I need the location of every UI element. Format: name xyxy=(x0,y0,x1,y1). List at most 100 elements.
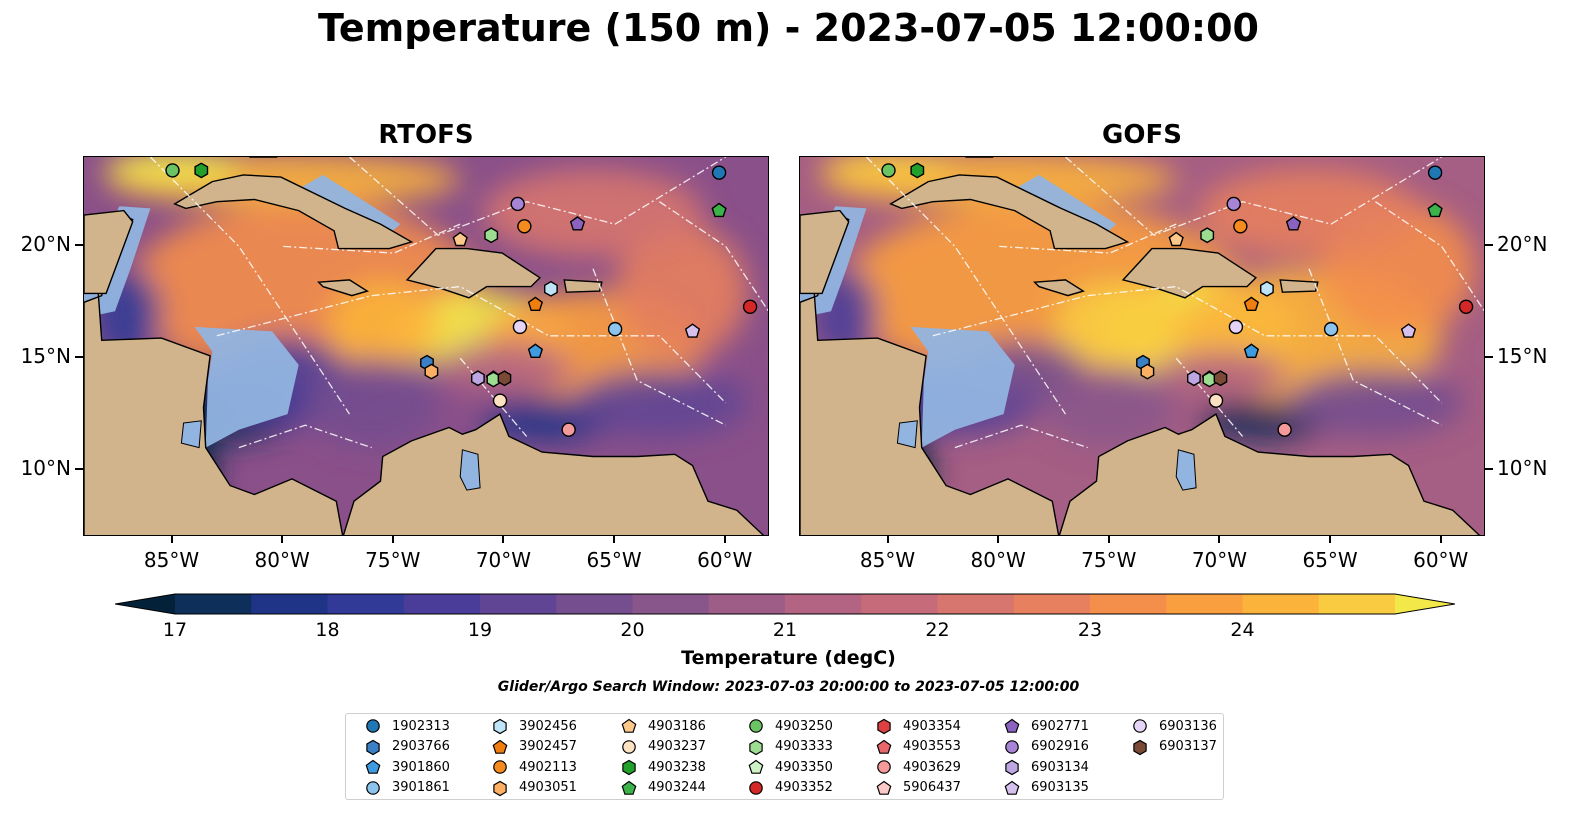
float-marker-1902313 xyxy=(1427,165,1443,180)
colorbar-tick-label: 19 xyxy=(467,619,493,641)
float-marker-4903244 xyxy=(711,202,727,218)
land-southAmerica xyxy=(342,413,765,535)
land-jamaica xyxy=(1033,279,1085,297)
legend-item-label: 4902113 xyxy=(519,759,577,775)
legend-item-3901860: 3901860 xyxy=(362,757,450,777)
pentagon-marker-icon xyxy=(621,718,637,733)
pentagon-marker-icon xyxy=(492,739,508,754)
lat-tick xyxy=(75,356,83,359)
lat-tick xyxy=(1485,356,1493,359)
legend-item-label: 4903250 xyxy=(775,718,833,734)
circle-marker-icon xyxy=(493,760,507,774)
legend-item-4903629: 4903629 xyxy=(873,757,961,777)
lon-tick xyxy=(1107,536,1110,543)
legend-item-4903553: 4903553 xyxy=(873,737,961,757)
lake xyxy=(896,420,918,449)
eez-boundary xyxy=(932,285,1443,404)
lake xyxy=(180,420,202,449)
legend-item-6903137: 6903137 xyxy=(1129,737,1217,757)
float-marker-4903238 xyxy=(194,162,209,179)
float-marker-6903134 xyxy=(1187,370,1201,387)
lon-tick-label: 75°W xyxy=(365,548,421,572)
colorbar-cell xyxy=(785,594,862,614)
lon-tick-label: 85°W xyxy=(143,548,200,572)
land-puertoRico xyxy=(563,279,603,293)
land-jamaica xyxy=(317,279,369,297)
hexagon-marker-icon xyxy=(749,739,763,755)
legend-item-4903051: 4903051 xyxy=(489,778,577,798)
pentagon-marker-icon xyxy=(876,739,892,754)
eez-boundary xyxy=(1375,201,1484,312)
pentagon-marker-icon xyxy=(748,759,764,774)
float-marker-4903237 xyxy=(1208,393,1224,408)
land-cuba xyxy=(889,174,1130,250)
legend-item-label: 2903766 xyxy=(392,739,450,754)
search-window-text: Glider/Argo Search Window: 2023-07-03 20… xyxy=(497,679,1080,695)
float-marker-6903136 xyxy=(512,319,528,335)
legend-item-label: 6902771 xyxy=(1031,718,1089,734)
eez-boundary xyxy=(238,424,372,449)
float-marker-6903135 xyxy=(1400,323,1417,338)
eez-boundary xyxy=(1065,157,1443,236)
panel-title-rtofs: RTOFS xyxy=(378,120,474,150)
eez-boundary xyxy=(149,157,351,415)
legend-item-label: 4903629 xyxy=(903,759,961,775)
colorbar-extend-max xyxy=(1395,594,1455,614)
float-marker-4903352 xyxy=(1458,299,1474,314)
colorbar-label: Temperature (degC) xyxy=(681,647,896,669)
legend-item-label: 6902916 xyxy=(1031,739,1089,754)
float-marker-1902313 xyxy=(711,165,727,180)
float-marker-6902771 xyxy=(569,216,586,231)
legend-item-label: 6903134 xyxy=(1031,759,1089,775)
colorbar-cell xyxy=(937,594,1015,614)
colorbar-cell xyxy=(1090,594,1167,614)
legend-item-label: 4903051 xyxy=(519,780,577,795)
lake xyxy=(1175,449,1197,491)
colorbar-cell xyxy=(251,594,329,614)
eez-boundary xyxy=(865,157,1067,415)
legend-item-label: 4903238 xyxy=(648,759,706,775)
eez-boundary xyxy=(283,223,461,254)
legend-item-label: 3901861 xyxy=(392,780,450,795)
float-marker-4903051 xyxy=(424,363,439,380)
hexagon-marker-icon xyxy=(622,759,636,776)
float-marker-4903333 xyxy=(1200,227,1215,244)
lon-tick xyxy=(502,536,505,543)
eez-boundary xyxy=(659,201,768,312)
lon-tick-label: 70°W xyxy=(1191,548,1248,572)
float-marker-6903137 xyxy=(497,370,512,387)
circle-marker-icon xyxy=(1005,739,1019,754)
float-marker-6903134 xyxy=(471,370,485,387)
circle-marker-icon xyxy=(749,719,763,733)
rtofs-map xyxy=(83,156,769,536)
lon-tick xyxy=(1218,536,1221,543)
eez-boundary xyxy=(459,357,528,437)
float-marker-6903137 xyxy=(1213,370,1228,387)
land-yucatan xyxy=(84,209,134,295)
lon-tick xyxy=(170,536,173,543)
float-marker-3901860 xyxy=(1243,343,1260,359)
colorbar-tick-label: 23 xyxy=(1077,619,1103,641)
lon-tick-label: 75°W xyxy=(1081,548,1137,572)
float-marker-4903051 xyxy=(1140,363,1155,380)
land-yucatan xyxy=(800,209,850,295)
colorbar-cell xyxy=(1166,594,1244,614)
panel-title-gofs: GOFS xyxy=(1102,120,1182,150)
legend-item-4902113: 4902113 xyxy=(489,757,577,777)
colorbar-tick-label: 24 xyxy=(1230,619,1255,641)
circle-marker-icon xyxy=(749,780,763,795)
colorbar-cell xyxy=(556,594,634,614)
float-marker-3902457 xyxy=(527,296,544,312)
lat-tick-label: 10°N xyxy=(1497,455,1548,480)
float-legend: 1902313 2903766 3901860 3901861 3902456 39024… xyxy=(345,713,1224,800)
float-marker-4902113 xyxy=(517,219,532,234)
lon-tick xyxy=(391,536,394,543)
lat-tick-label: 10°N xyxy=(20,455,71,480)
float-marker-4903244 xyxy=(1427,202,1443,218)
colorbar-cell xyxy=(708,594,786,614)
continental-shelf xyxy=(910,326,1015,448)
lon-tick xyxy=(281,536,284,543)
float-marker-3901860 xyxy=(527,343,544,359)
float-marker-6902771 xyxy=(1285,216,1302,231)
legend-item-1902313: 1902313 xyxy=(362,716,450,736)
